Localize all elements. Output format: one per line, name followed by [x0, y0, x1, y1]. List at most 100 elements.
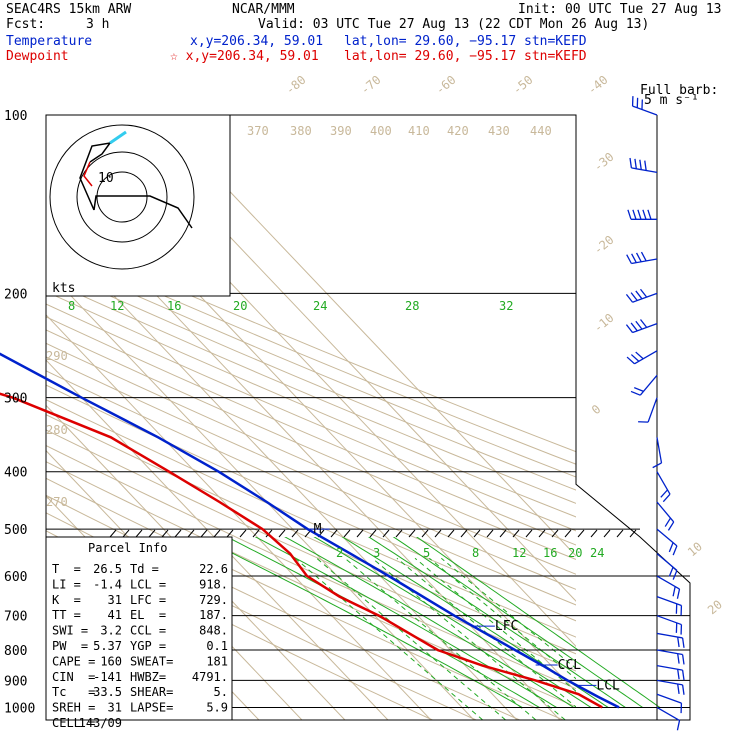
- hatch-mark: [564, 529, 572, 538]
- pressure-label: 800: [4, 644, 27, 659]
- hatch-mark: [200, 529, 208, 538]
- parcel-cell: 5.: [214, 685, 228, 699]
- hodograph-box: [45, 114, 231, 297]
- isotherm-line: [156, 115, 576, 557]
- hodograph-ring: [49, 124, 195, 270]
- dry-adiabat: [46, 384, 576, 622]
- wind-barb: [656, 615, 683, 635]
- wind-barb-flag: [677, 669, 680, 680]
- hatch-mark: [161, 529, 169, 538]
- theta-label: 290: [46, 349, 68, 363]
- wind-barb-staff: [656, 575, 680, 590]
- hatch-mark: [434, 529, 442, 538]
- wind-barb-flag: [630, 322, 638, 332]
- hatch-mark: [473, 529, 481, 538]
- hatch-mark: [291, 529, 299, 538]
- dry-adiabat: [46, 231, 576, 453]
- parcel-cell: LFC =: [130, 593, 166, 607]
- isotherm-label: -60: [433, 73, 459, 98]
- dry-adiabat: [46, 266, 576, 491]
- parcel-cell: 187.: [199, 608, 228, 622]
- moist-adiabat: [381, 537, 643, 708]
- mixing-ratio-label: 16: [543, 546, 557, 560]
- temperature-xy: x,y=206.34, 59.01: [190, 34, 324, 49]
- parcel-cell: Td =: [130, 562, 159, 576]
- hatch-mark: [499, 529, 507, 538]
- parcel-cell: T =: [52, 562, 81, 576]
- wind-barb-flag: [676, 720, 681, 731]
- wind-barb-staff: [656, 679, 683, 686]
- dewpoint-xy: ☆ x,y=206.34, 59.01: [170, 49, 319, 64]
- mixing-ratio-line: [316, 557, 506, 720]
- parcel-cell: CELL =: [52, 716, 95, 730]
- barb-key-label: Full barb:: [640, 83, 718, 98]
- parcel-cell: YGP =: [130, 639, 166, 653]
- hodograph-trace: [79, 141, 112, 211]
- parcel-cell: CAPE =: [52, 654, 95, 668]
- hatch-mark: [577, 529, 585, 538]
- dry-adiabat: [46, 399, 576, 638]
- wind-barb-flag: [664, 517, 672, 527]
- wind-barb-staff: [656, 437, 663, 464]
- parcel-cell: 160: [100, 654, 122, 668]
- wind-barb-flag: [630, 292, 638, 301]
- dewpoint-profile: [0, 392, 603, 709]
- wind-barb-flag: [647, 209, 652, 220]
- wind-barb-flag: [625, 324, 634, 333]
- wind-barb-flag: [639, 159, 642, 170]
- wind-barb: [656, 501, 675, 531]
- parcel-cell: LAPSE=: [130, 701, 173, 715]
- wind-barb-flag: [634, 158, 637, 169]
- wind-barb-flag: [667, 521, 675, 531]
- wind-barb-flag: [635, 320, 643, 330]
- wind-barb-staff: [634, 350, 658, 365]
- wind-barb: [626, 350, 658, 365]
- wind-barb: [656, 575, 681, 599]
- dry-adiabat: [46, 303, 576, 532]
- wind-barb-staff: [656, 553, 678, 571]
- parcel-info-title: Parcel Info: [88, 541, 167, 555]
- parcel-cell: 181: [206, 654, 228, 668]
- parcel-cell: 22.6: [199, 562, 228, 576]
- parcel-cell: EL =: [130, 608, 166, 622]
- mixing-ratio-line: [295, 557, 484, 720]
- dry-adiabat: [46, 291, 576, 518]
- parcel-cell: -141: [93, 670, 122, 684]
- pressure-label: 600: [4, 570, 27, 585]
- mixing-ratio-label: 2: [336, 546, 343, 560]
- theta-label: 370: [247, 124, 269, 138]
- org-name: NCAR/MMM: [232, 2, 295, 17]
- dry-adiabat: [46, 356, 576, 590]
- wind-barb-flag: [626, 254, 632, 264]
- theta-label: 280: [46, 423, 68, 437]
- wind-barb: [656, 693, 683, 714]
- parcel-cell: Tc =: [52, 685, 95, 699]
- dry-adiabat: [46, 370, 576, 606]
- parcel-cell: SREH =: [52, 701, 95, 715]
- hatch-mark: [616, 529, 624, 538]
- mixing-ratio-label: 20: [568, 546, 582, 560]
- mixing-ratio-line: [414, 557, 576, 692]
- parcel-cell: 41: [108, 608, 122, 622]
- hodograph-trace: [93, 195, 193, 229]
- parcel-cell: K =: [52, 593, 81, 607]
- mixing-ratio-line: [440, 557, 576, 670]
- mixing-ratio-label: 3: [373, 546, 380, 560]
- dry-adiabat: [46, 243, 576, 465]
- dry-adiabat: [46, 342, 576, 575]
- wind-barb-flag: [639, 319, 648, 328]
- wind-barb: [656, 706, 681, 731]
- moist-adiabat: [405, 537, 661, 708]
- pressure-label: 900: [4, 674, 27, 689]
- pressure-label: 500: [4, 523, 27, 538]
- wind-barb: [629, 157, 658, 174]
- wind-barb: [656, 679, 685, 695]
- theta-label: 380: [290, 124, 312, 138]
- mixing-ratio-label: 12: [110, 299, 124, 313]
- wind-barb-staff: [656, 615, 682, 626]
- hatch-mark: [148, 529, 156, 538]
- wind-barb-flag: [635, 290, 643, 300]
- hatch-mark: [187, 529, 195, 538]
- moist-adiabat: [240, 537, 557, 708]
- parcel-cell: 26.5: [93, 562, 122, 576]
